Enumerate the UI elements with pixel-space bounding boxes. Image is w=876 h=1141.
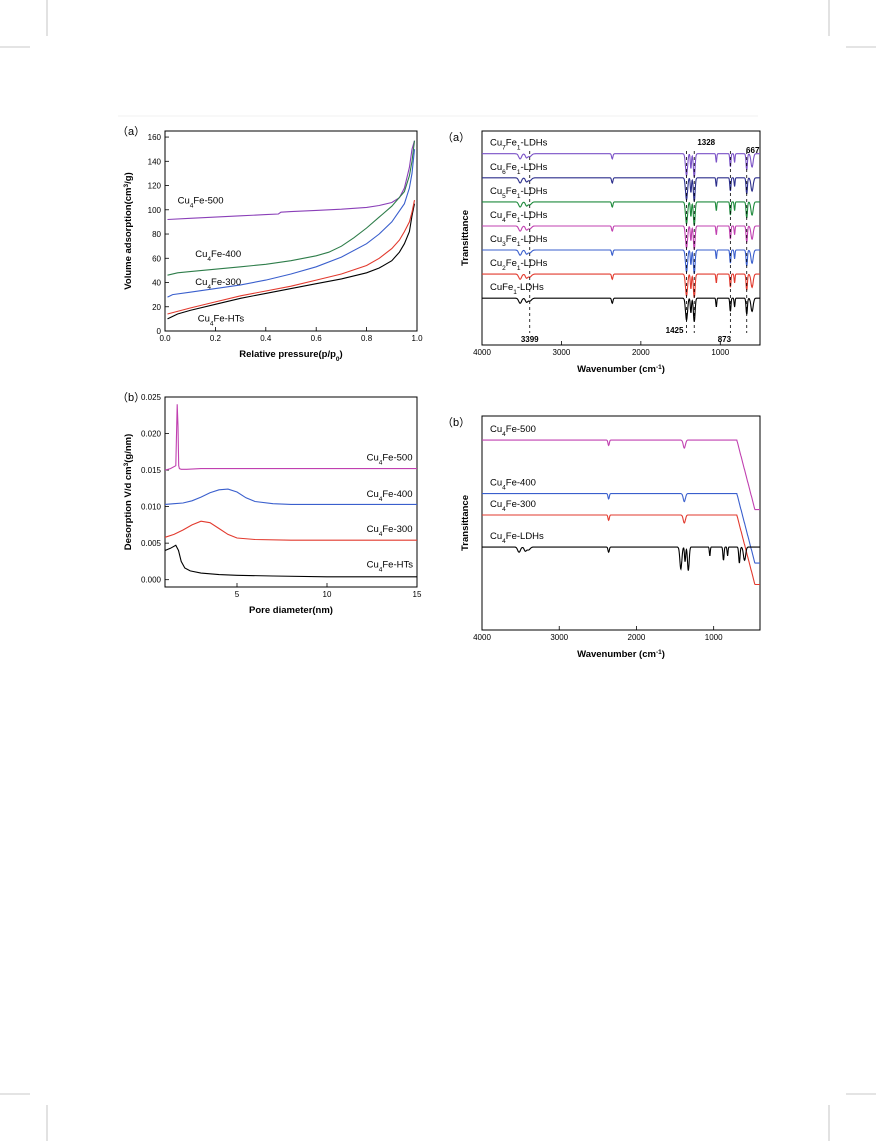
series-line-3 bbox=[164, 544, 417, 578]
spectrum-label: Cu4Fe1-LDHs bbox=[490, 210, 548, 224]
y-tick-label: 80 bbox=[152, 230, 161, 239]
peak-label: 667 bbox=[746, 146, 760, 155]
y-axis-label: Desorption V/d cm3(g/nm) bbox=[123, 434, 135, 551]
series-label: Cu4Fe-300 bbox=[367, 524, 413, 538]
x-tick-label: 1000 bbox=[705, 633, 723, 642]
x-tick-label: 1000 bbox=[711, 348, 729, 357]
ftir-calcined-chart: 4000 3000 2000 1000 Cu4Fe-500 Cu4Fe-400 Cu4Fe-… bbox=[442, 415, 761, 661]
y-tick-label: 0.005 bbox=[141, 539, 162, 548]
spectrum-line-3 bbox=[482, 225, 760, 250]
spectrum-label: Cu6Fe1-LDHs bbox=[490, 162, 548, 176]
spectrum-line-4 bbox=[482, 249, 760, 274]
spectrum-line-2 bbox=[482, 514, 760, 586]
y-tick-label: 60 bbox=[152, 254, 161, 263]
plot-frame bbox=[164, 130, 418, 332]
series-label: Cu4Fe-HTs bbox=[367, 559, 414, 573]
y-tick-label: 0.000 bbox=[141, 576, 162, 585]
plot-frame bbox=[164, 396, 418, 588]
series-label: Cu4Fe-HTs bbox=[198, 313, 245, 327]
series-label: Cu4Fe-400 bbox=[367, 489, 413, 503]
x-axis-label: Relative pressure(p/p0) bbox=[239, 349, 342, 363]
series-label: Cu4Fe-500 bbox=[367, 453, 413, 467]
panel-label: （b） bbox=[442, 416, 470, 429]
panel-label: （a） bbox=[442, 131, 470, 144]
y-tick-label: 140 bbox=[148, 157, 162, 166]
x-tick-label: 1.0 bbox=[411, 334, 423, 343]
peak-label: 3399 bbox=[521, 335, 539, 344]
x-tick-label: 15 bbox=[413, 590, 422, 599]
spectrum-label: Cu4Fe-300 bbox=[490, 499, 536, 513]
y-tick-label: 0.010 bbox=[141, 503, 162, 512]
x-tick-label: 0.2 bbox=[210, 334, 222, 343]
spectrum-label: Cu5Fe1-LDHs bbox=[490, 186, 548, 200]
series-line-1 bbox=[164, 488, 417, 505]
series-label: Cu4Fe-500 bbox=[178, 196, 224, 210]
y-tick-label: 0.025 bbox=[141, 393, 162, 402]
x-tick-label: 4000 bbox=[473, 633, 491, 642]
x-tick-label: 0.8 bbox=[361, 334, 373, 343]
plot-frame bbox=[481, 130, 761, 346]
plot-frame bbox=[481, 415, 761, 631]
series-line-0 bbox=[167, 140, 416, 221]
spectrum-line-1 bbox=[482, 177, 760, 202]
y-axis-label: Transittance bbox=[460, 495, 471, 551]
series-line-2 bbox=[167, 149, 416, 298]
x-axis-label: Pore diameter(nm) bbox=[249, 605, 333, 616]
spectrum-line-1 bbox=[482, 493, 760, 564]
spectrum-line-5 bbox=[482, 273, 760, 298]
y-tick-label: 40 bbox=[152, 279, 161, 288]
spectrum-label: Cu4Fe-LDHs bbox=[490, 531, 544, 545]
x-tick-label: 0.4 bbox=[260, 334, 272, 343]
y-tick-label: 160 bbox=[148, 133, 162, 142]
series-line-4 bbox=[167, 199, 416, 315]
spectrum-line-6 bbox=[482, 297, 760, 322]
spectrum-label: CuFe1-LDHs bbox=[490, 282, 544, 296]
series-label: Cu4Fe-300 bbox=[195, 277, 241, 291]
y-tick-label: 0 bbox=[157, 327, 162, 336]
peak-label: 873 bbox=[718, 335, 732, 344]
series-line-3 bbox=[167, 203, 416, 320]
x-tick-label: 2000 bbox=[628, 633, 646, 642]
x-tick-label: 0.6 bbox=[311, 334, 323, 343]
spectrum-label: Cu4Fe-400 bbox=[490, 478, 536, 492]
pore-size-distribution-chart: 5 10 15 0.000 0.005 0.010 0.015 0.020 0.025 Cu4Fe… bbox=[117, 391, 422, 616]
spectrum-line-3 bbox=[482, 546, 760, 571]
spectrum-label: Cu7Fe1-LDHs bbox=[490, 138, 548, 152]
x-tick-label: 4000 bbox=[473, 348, 491, 357]
ftir-ldhs-chart: 4000 3000 2000 1000 Cu7Fe1-LDHs Cu6Fe1-LDHs Cu… bbox=[442, 130, 761, 376]
series-line-0 bbox=[164, 404, 417, 471]
x-tick-label: 3000 bbox=[550, 633, 568, 642]
series-label: Cu4Fe-400 bbox=[195, 249, 241, 263]
spectrum-label: Cu3Fe1-LDHs bbox=[490, 234, 548, 248]
x-tick-label: 0.0 bbox=[159, 334, 171, 343]
x-tick-label: 3000 bbox=[553, 348, 571, 357]
peak-label: 1328 bbox=[697, 138, 715, 147]
y-axis-label: Transittance bbox=[460, 210, 471, 266]
bet-isotherm-chart: 0.0 0.2 0.4 0.6 0.8 1.0 0 20 40 60 80 100 120 140 160 C… bbox=[117, 125, 423, 363]
y-tick-label: 20 bbox=[152, 303, 161, 312]
y-tick-label: 120 bbox=[148, 182, 162, 191]
panel-label: （a） bbox=[117, 125, 145, 138]
peak-label: 1425 bbox=[666, 326, 684, 335]
series-line-2 bbox=[164, 520, 417, 541]
x-axis-label: Wavenumber (cm-1) bbox=[577, 649, 665, 661]
x-tick-label: 2000 bbox=[632, 348, 650, 357]
spectrum-line-0 bbox=[482, 439, 760, 511]
panel-label: （b） bbox=[117, 391, 145, 404]
spectrum-line-0 bbox=[482, 153, 760, 178]
y-tick-label: 0.015 bbox=[141, 466, 162, 475]
y-tick-label: 0.020 bbox=[141, 430, 162, 439]
y-tick-label: 100 bbox=[148, 206, 162, 215]
spectrum-label: Cu2Fe1-LDHs bbox=[490, 258, 548, 272]
y-axis-label: Volume adsorption(cm3/g) bbox=[123, 172, 135, 289]
x-axis-label: Wavenumber (cm-1) bbox=[577, 364, 665, 376]
x-tick-label: 5 bbox=[235, 590, 240, 599]
spectrum-line-2 bbox=[482, 201, 760, 226]
series-line-1 bbox=[167, 140, 416, 276]
spectrum-label: Cu4Fe-500 bbox=[490, 424, 536, 438]
x-tick-label: 10 bbox=[323, 590, 332, 599]
